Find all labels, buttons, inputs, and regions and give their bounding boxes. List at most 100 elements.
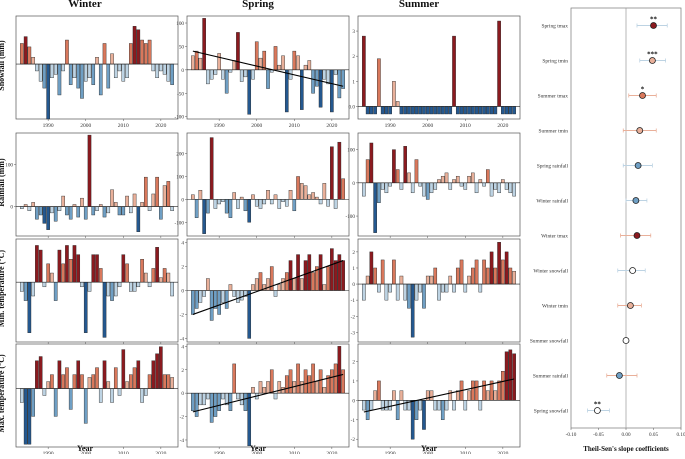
bar-summer-rainfall-1985 [369, 142, 374, 184]
bar-winter-rainfall-1993 [57, 206, 62, 211]
bar-winter-tmax-2022 [166, 374, 171, 389]
bar-summer-tmin-2010 [463, 283, 468, 293]
bar-spring-rainfall-1998 [247, 199, 252, 223]
bar-summer-snowfall-1987 [377, 58, 381, 107]
bar-summer-snowfall-2021 [504, 106, 509, 115]
y-tick-label: -3 [351, 330, 356, 336]
row-label-0: Snowfall (mm) [0, 40, 6, 91]
bar-winter-snowfall-2019 [155, 63, 159, 78]
x-tick-label: -0.10 [566, 432, 577, 438]
y-tick-label: 0 [181, 197, 184, 203]
bar-summer-rainfall-1990 [388, 182, 392, 187]
x-tick-label: 0.05 [649, 432, 658, 438]
bar-spring-rainfall-1999 [251, 194, 255, 200]
bar-spring-tmax-2002 [262, 387, 267, 394]
bar-winter-tmax-2018 [151, 360, 156, 389]
bar-summer-rainfall-2019 [497, 182, 501, 194]
bar-summer-rainfall-2016 [486, 169, 490, 184]
bar-winter-rainfall-2003 [95, 206, 99, 211]
y-tick-label: 200 [176, 152, 184, 158]
bar-winter-tmin-2004 [98, 268, 103, 283]
category-label: Winter tmin [542, 304, 568, 310]
bar-winter-tmax-1989 [42, 388, 47, 396]
bar-winter-tmax-2017 [147, 374, 152, 389]
bar-summer-rainfall-1991 [392, 149, 396, 184]
bar-winter-snowfall-1988 [38, 63, 43, 82]
bar-summer-rainfall-1984 [365, 159, 370, 184]
bar-winter-tmax-1995 [65, 367, 69, 389]
bar-summer-rainfall-2023 [512, 182, 516, 197]
y-tick-label: 4 [181, 241, 184, 247]
bar-spring-rainfall-2005 [273, 194, 278, 200]
bar-winter-tmin-2012 [129, 282, 133, 292]
bar-spring-tmin-1987 [206, 278, 210, 291]
bar-winter-tmax-1984 [23, 388, 28, 445]
bar-summer-snowfall-2010 [463, 106, 468, 115]
bar-spring-tmin-1994 [232, 290, 236, 297]
bar-spring-snowfall-1998 [247, 69, 252, 115]
bar-spring-rainfall-1989 [213, 199, 218, 209]
bar-spring-tmax-2001 [258, 381, 263, 394]
bar-spring-tmin-2020 [330, 248, 334, 291]
bar-spring-rainfall-1988 [209, 137, 214, 200]
point-summer-tmin [636, 127, 644, 134]
bar-summer-rainfall-1999 [422, 182, 426, 197]
bar-winter-tmax-2023 [170, 377, 174, 389]
panel-theil-sen: -0.10 -0.05 0.00 0.05 0.10 Theil-Sen's slope … [530, 7, 685, 453]
y-tick-label: 100 [176, 174, 184, 180]
bar-summer-snowfall-1983 [362, 35, 366, 107]
bar-summer-tmin-1995 [407, 283, 411, 309]
bar-spring-tmin-1998 [247, 290, 252, 339]
bar-winter-tmax-2019 [155, 353, 159, 389]
bar-spring-snowfall-2007 [281, 55, 285, 71]
bar-spring-tmin-2012 [300, 278, 304, 291]
bar-spring-tmax-1990 [217, 392, 221, 411]
bar-summer-tmax-2013 [474, 380, 479, 401]
bar-winter-tmax-2013 [132, 367, 137, 389]
bar-spring-tmax-2016 [315, 381, 319, 394]
bar-spring-tmax-2011 [296, 363, 300, 394]
bar-winter-rainfall-1999 [80, 197, 84, 207]
bar-summer-snowfall-2005 [444, 106, 449, 115]
bar-winter-tmax-2012 [129, 374, 133, 389]
bar-summer-rainfall-1993 [399, 182, 404, 190]
bar-winter-rainfall-2000 [83, 206, 88, 220]
bar-spring-snowfall-1989 [213, 69, 218, 75]
bar-winter-rainfall-1995 [65, 206, 69, 216]
bar-spring-tmax-2003 [266, 381, 270, 394]
bar-summer-tmin-2004 [440, 283, 445, 293]
bar-winter-rainfall-2007 [110, 189, 114, 207]
bar-winter-tmax-1990 [46, 381, 50, 389]
bar-winter-tmin-1993 [57, 249, 62, 283]
bar-winter-snowfall-2003 [95, 57, 99, 65]
bar-summer-tmin-1991 [392, 259, 396, 285]
panel-winter-rainfall: 19902000201020201000 [5, 132, 179, 246]
bar-summer-tmax-2010 [463, 400, 468, 411]
bar-spring-rainfall-1984 [194, 199, 199, 218]
bar-summer-snowfall-2015 [482, 106, 486, 115]
point-summer-tmax [639, 92, 646, 99]
bar-summer-rainfall-2015 [482, 182, 486, 187]
bar-summer-tmin-1998 [418, 283, 423, 293]
bar-winter-rainfall-1984 [23, 204, 28, 207]
x-tick-label: 2010 [289, 123, 300, 129]
bar-summer-tmin-2007 [452, 283, 456, 293]
bar-winter-tmin-1985 [27, 282, 32, 334]
bar-summer-rainfall-2004 [440, 175, 445, 184]
y-tick-label: -2 [351, 437, 356, 443]
bar-summer-snowfall-1984 [365, 106, 370, 115]
bar-summer-tmin-1992 [395, 283, 400, 301]
row-label-3: Max. temperature (°C) [0, 354, 6, 433]
bar-winter-snowfall-2017 [147, 39, 152, 65]
bar-spring-rainfall-2006 [277, 199, 282, 209]
bar-winter-tmax-2008 [113, 367, 118, 389]
bar-winter-rainfall-1983 [20, 206, 24, 209]
panel-spring-rainfall: 19902000201020202001000-100 [174, 132, 350, 246]
bar-winter-snowfall-1983 [20, 43, 24, 65]
x-tick-label: 2020 [326, 123, 337, 129]
bar-winter-rainfall-2004 [98, 204, 103, 207]
bar-spring-tmax-2015 [311, 363, 315, 394]
